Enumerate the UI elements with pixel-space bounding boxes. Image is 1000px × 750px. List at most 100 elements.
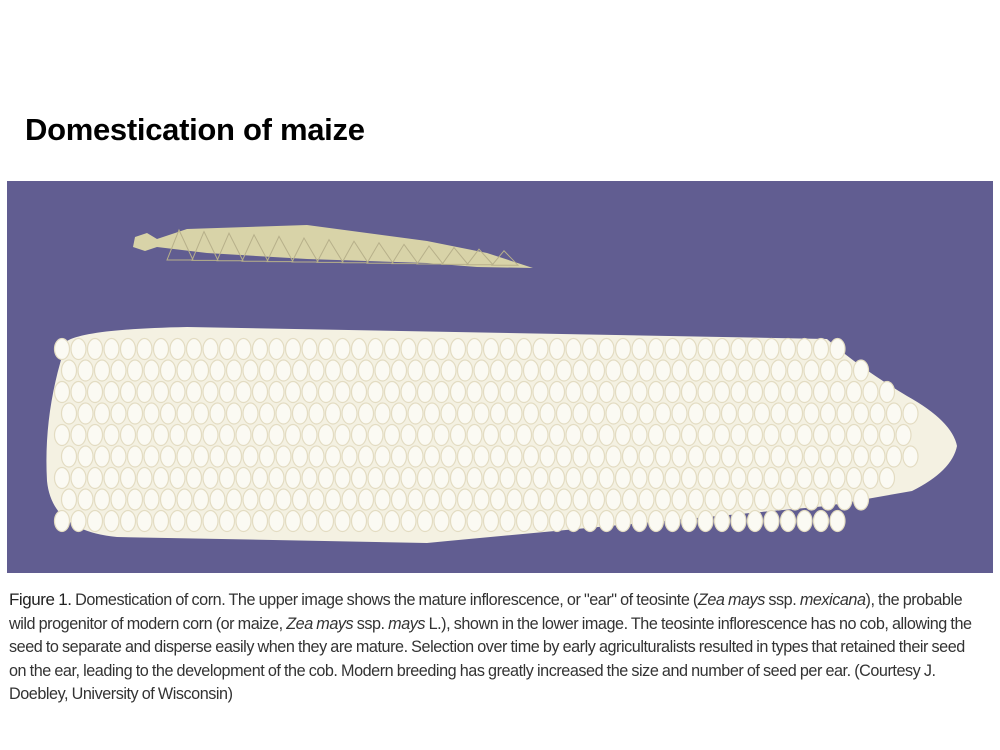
kernel <box>407 402 424 425</box>
kernel <box>829 509 846 533</box>
kernel <box>671 359 688 382</box>
kernel <box>473 402 490 425</box>
teosinte-segment <box>366 241 394 264</box>
kernel <box>70 509 87 533</box>
kernel <box>466 509 483 533</box>
kernel <box>308 359 325 382</box>
kernel <box>301 466 318 490</box>
kernel <box>423 402 441 425</box>
kernel <box>110 402 127 425</box>
kernel <box>60 445 78 468</box>
kernel <box>209 488 226 511</box>
kernel <box>367 423 384 447</box>
kernel <box>812 509 830 533</box>
kernel <box>143 359 160 382</box>
kernel <box>753 359 771 382</box>
kernel <box>416 423 434 447</box>
kernel <box>449 423 467 447</box>
kernel <box>77 445 94 468</box>
kernel <box>598 509 615 533</box>
kernel <box>532 380 549 404</box>
kernel <box>539 402 556 425</box>
kernel <box>631 380 648 404</box>
kernel <box>317 466 335 490</box>
kernel <box>242 488 259 511</box>
kernel <box>845 423 863 447</box>
kernel <box>489 359 507 382</box>
kernel <box>829 466 846 490</box>
kernel <box>836 445 853 468</box>
kernel <box>324 488 342 511</box>
kernel <box>737 488 754 511</box>
kernel <box>103 466 120 490</box>
kernel <box>251 423 269 447</box>
teosinte-segment <box>465 248 495 266</box>
kernel <box>308 402 325 425</box>
kernel <box>152 380 170 404</box>
kernel <box>334 380 351 404</box>
kernel <box>367 337 384 361</box>
kernel <box>119 380 137 404</box>
kernel <box>763 423 780 447</box>
kernel <box>647 380 665 404</box>
kernel <box>93 359 111 382</box>
kernel <box>730 337 747 361</box>
figure-photo <box>7 181 993 573</box>
kernel <box>202 337 219 361</box>
kernel <box>621 359 639 382</box>
kernel <box>169 466 186 490</box>
kernel <box>565 337 582 361</box>
caption-italic: mexicana <box>799 591 866 609</box>
kernel <box>697 423 714 447</box>
kernel <box>416 509 434 533</box>
kernel <box>258 488 276 511</box>
kernel <box>136 423 153 447</box>
kernel <box>456 359 474 382</box>
kernel <box>251 337 269 361</box>
kernel <box>202 380 219 404</box>
kernel <box>506 445 523 468</box>
kernel <box>548 466 566 490</box>
kernel <box>440 488 457 511</box>
teosinte-segment <box>341 240 369 264</box>
kernel <box>291 488 309 511</box>
kernel <box>654 359 672 382</box>
kernel <box>143 402 160 425</box>
kernel <box>786 402 804 425</box>
kernel <box>779 380 797 404</box>
kernel <box>621 488 639 511</box>
kernel <box>548 423 566 447</box>
kernel <box>631 423 648 447</box>
caption-text: Domestication of corn. The upper image s… <box>71 591 698 609</box>
kernel <box>621 445 639 468</box>
kernel <box>258 445 276 468</box>
kernel <box>423 359 441 382</box>
kernel <box>251 466 269 490</box>
kernel <box>631 466 648 490</box>
kernel <box>225 488 243 511</box>
teosinte-segment <box>266 235 294 263</box>
kernel <box>836 488 853 511</box>
kernel <box>489 402 507 425</box>
kernel <box>350 423 368 447</box>
kernel <box>680 337 698 361</box>
caption-text: ssp. <box>353 614 389 633</box>
kernel <box>416 380 434 404</box>
kernel <box>466 337 483 361</box>
kernel <box>159 402 177 425</box>
kernel <box>416 337 434 361</box>
kernel <box>126 402 144 425</box>
kernel <box>209 445 226 468</box>
kernel <box>704 488 721 511</box>
kernel <box>588 359 606 382</box>
kernel <box>654 445 672 468</box>
kernel <box>466 380 483 404</box>
kernel <box>86 380 104 404</box>
caption-text: L.), shown in the lower image. The teosi… <box>9 614 972 704</box>
kernel <box>275 359 292 382</box>
kernel <box>103 337 120 361</box>
kernel <box>374 488 391 511</box>
kernel <box>350 337 368 361</box>
kernel <box>746 380 764 404</box>
kernel <box>301 380 318 404</box>
